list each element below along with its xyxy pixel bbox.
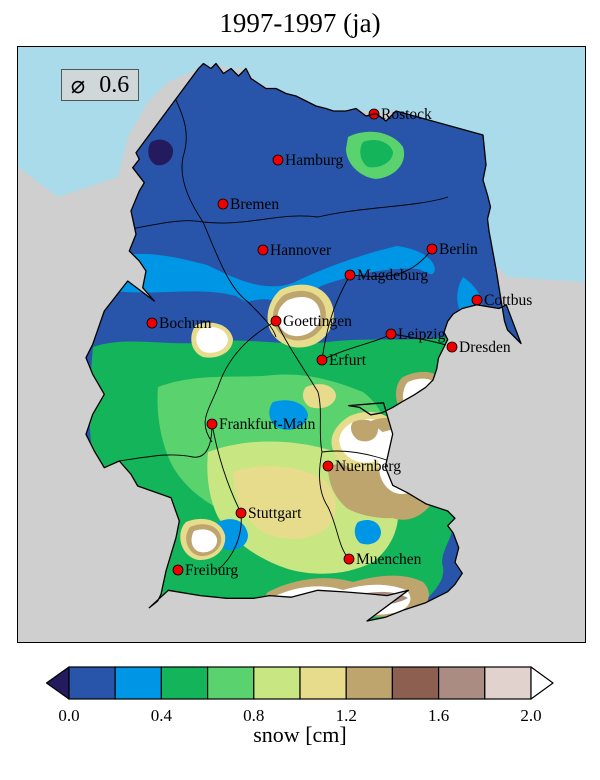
svg-text:Erfurt: Erfurt: [329, 352, 367, 369]
svg-text:Muenchen: Muenchen: [356, 551, 422, 568]
svg-text:Bochum: Bochum: [159, 315, 212, 332]
svg-text:Stuttgart: Stuttgart: [248, 505, 302, 522]
svg-text:Freiburg: Freiburg: [185, 562, 238, 579]
svg-text:Hannover: Hannover: [270, 242, 332, 259]
svg-text:Cottbus: Cottbus: [484, 292, 532, 309]
svg-text:Leipzig: Leipzig: [398, 326, 446, 343]
svg-text:Dresden: Dresden: [459, 339, 511, 356]
svg-text:Goettingen: Goettingen: [283, 313, 352, 330]
svg-text:Frankfurt-Main: Frankfurt-Main: [219, 416, 316, 433]
svg-text:Hamburg: Hamburg: [285, 152, 344, 169]
svg-text:Nuernberg: Nuernberg: [335, 458, 401, 475]
svg-text:Berlin: Berlin: [439, 241, 478, 258]
svg-text:Magdeburg: Magdeburg: [357, 267, 428, 284]
svg-text:Bremen: Bremen: [230, 196, 279, 213]
